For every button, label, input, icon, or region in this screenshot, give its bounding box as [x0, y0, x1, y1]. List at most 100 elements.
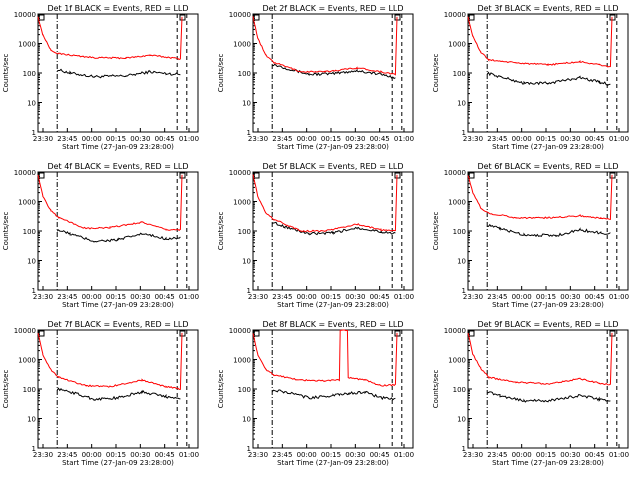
x-tick-label: 01:00 [609, 451, 629, 459]
x-tick-label: 00:45 [370, 293, 390, 301]
x-axis-label: Start Time (27-Jan-09 23:28:00) [62, 301, 174, 309]
x-axis-label: Start Time (27-Jan-09 23:28:00) [492, 143, 604, 151]
corner-marker [394, 14, 401, 21]
chart-panel-8: Det 8f BLACK = Events, RED = LLD 1 10 100 10… [217, 320, 414, 467]
chart-panel-9: Det 9f BLACK = Events, RED = LLD 1 10 100 10… [432, 320, 629, 467]
x-tick-label: 23:45 [57, 293, 77, 301]
y-axis-label: Counts/sec [2, 54, 10, 93]
x-tick-label: 23:45 [487, 135, 507, 143]
x-tick-label: 00:30 [130, 451, 150, 459]
x-tick-label: 01:00 [609, 293, 629, 301]
y-tick-label: 10 [27, 100, 36, 108]
x-tick-label: 00:30 [130, 135, 150, 143]
x-tick-label: 23:45 [272, 293, 292, 301]
chart-panel-4: Det 4f BLACK = Events, RED = LLD 1 10 100 10… [2, 162, 199, 309]
x-tick-label: 00:45 [155, 293, 175, 301]
events-series-line [486, 391, 611, 403]
x-axis-label: Start Time (27-Jan-09 23:28:00) [62, 459, 174, 467]
y-tick-label: 1000 [18, 41, 36, 49]
y-tick-label: 1000 [18, 199, 36, 207]
y-tick-label: 1 [32, 129, 36, 137]
y-tick-label: 100 [238, 70, 251, 78]
panel-title: Det 2f BLACK = Events, RED = LLD [262, 4, 403, 13]
y-tick-label: 10 [27, 258, 36, 266]
x-tick-label: 00:00 [82, 451, 102, 459]
plot-frame [467, 171, 629, 291]
y-axis-label: Counts/sec [217, 54, 225, 93]
y-axis-label: Counts/sec [2, 212, 10, 251]
x-tick-label: 23:30 [33, 293, 53, 301]
corner-marker [468, 14, 475, 21]
plot-frame [252, 171, 414, 291]
chart-panel-2: Det 2f BLACK = Events, RED = LLD 1 10 100 10… [217, 4, 414, 151]
x-tick-label: 00:00 [82, 135, 102, 143]
chart-panel-7: Det 7f BLACK = Events, RED = LLD 1 10 100 10… [2, 320, 199, 467]
y-tick-label: 100 [23, 386, 36, 394]
x-axis-label: Start Time (27-Jan-09 23:28:00) [277, 301, 389, 309]
x-tick-label: 23:30 [463, 451, 483, 459]
y-tick-label: 10000 [14, 327, 36, 335]
y-axis-label: Counts/sec [217, 212, 225, 251]
y-tick-label: 1 [462, 129, 466, 137]
x-tick-label: 00:15 [106, 451, 126, 459]
x-tick-label: 23:45 [272, 451, 292, 459]
x-tick-label: 23:45 [57, 451, 77, 459]
corner-marker [468, 172, 475, 179]
plot-frame [467, 329, 629, 449]
y-axis-label: Counts/sec [432, 54, 440, 93]
y-axis-label: Counts/sec [432, 212, 440, 251]
y-tick-label: 10000 [229, 11, 251, 19]
y-tick-label: 100 [453, 228, 466, 236]
x-tick-label: 00:30 [130, 293, 150, 301]
y-tick-label: 10000 [229, 169, 251, 177]
y-axis-label: Counts/sec [432, 370, 440, 409]
panel-title: Det 1f BLACK = Events, RED = LLD [47, 4, 188, 13]
x-tick-label: 01:00 [179, 293, 199, 301]
y-tick-label: 10000 [229, 327, 251, 335]
lld-series-line [467, 174, 613, 220]
x-tick-label: 00:30 [560, 135, 580, 143]
y-tick-label: 100 [453, 386, 466, 394]
y-tick-label: 1 [32, 445, 36, 453]
y-axis-label: Counts/sec [2, 370, 10, 409]
x-tick-label: 23:30 [33, 135, 53, 143]
lld-series-line [467, 16, 613, 68]
x-tick-label: 00:45 [585, 451, 605, 459]
x-tick-label: 23:45 [487, 293, 507, 301]
panel-title: Det 3f BLACK = Events, RED = LLD [477, 4, 618, 13]
corner-marker [609, 330, 616, 337]
panel-title: Det 9f BLACK = Events, RED = LLD [477, 320, 618, 329]
corner-marker [394, 172, 401, 179]
y-tick-label: 10 [457, 416, 466, 424]
x-tick-label: 23:30 [463, 135, 483, 143]
y-tick-label: 1000 [448, 357, 466, 365]
events-series-line [56, 387, 181, 401]
x-tick-label: 00:30 [560, 451, 580, 459]
x-tick-label: 00:30 [345, 135, 365, 143]
panel-title: Det 8f BLACK = Events, RED = LLD [262, 320, 403, 329]
chart-panel-1: Det 1f BLACK = Events, RED = LLD 1 10 100 10… [2, 4, 199, 151]
x-tick-label: 00:45 [585, 135, 605, 143]
x-tick-label: 00:15 [536, 293, 556, 301]
panel-title: Det 4f BLACK = Events, RED = LLD [47, 162, 188, 171]
x-tick-label: 23:45 [57, 135, 77, 143]
y-tick-label: 1000 [233, 41, 251, 49]
x-tick-label: 01:00 [609, 135, 629, 143]
events-series-line [272, 63, 396, 80]
corner-marker [609, 172, 616, 179]
x-tick-label: 01:00 [179, 451, 199, 459]
corner-marker [38, 172, 45, 179]
lld-series-line [37, 332, 183, 390]
corner-marker [179, 330, 186, 337]
y-tick-label: 1000 [18, 357, 36, 365]
x-tick-label: 00:15 [321, 135, 341, 143]
y-tick-label: 1 [462, 287, 466, 295]
corner-marker [468, 330, 475, 337]
x-axis-label: Start Time (27-Jan-09 23:28:00) [277, 143, 389, 151]
panel-title: Det 6f BLACK = Events, RED = LLD [477, 162, 618, 171]
y-tick-label: 1000 [233, 357, 251, 365]
y-axis-label: Counts/sec [217, 370, 225, 409]
corner-marker [179, 14, 186, 21]
lld-series-line [467, 332, 613, 386]
